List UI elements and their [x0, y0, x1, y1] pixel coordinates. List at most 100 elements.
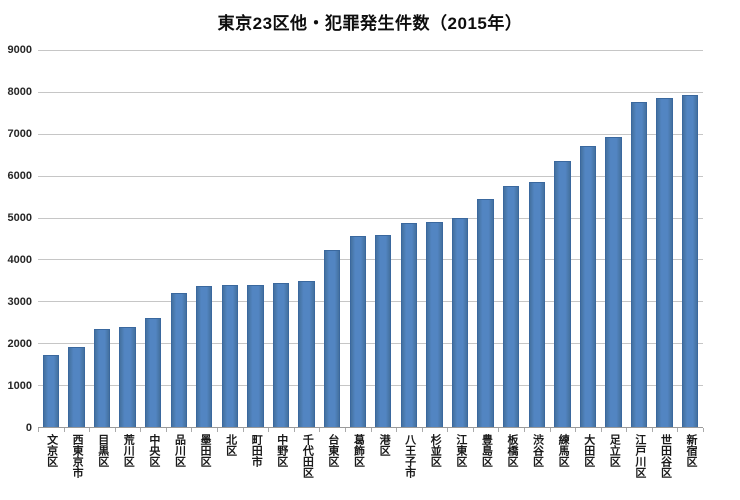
x-label-slot: 中野区	[268, 434, 294, 499]
bar-slot	[626, 50, 652, 427]
x-axis-label-西東京市: 西東京市	[71, 434, 84, 478]
x-axis-tick	[319, 428, 321, 432]
x-label-slot: 江戸川区	[626, 434, 652, 499]
x-label-slot: 練馬区	[550, 434, 576, 499]
x-axis-tick	[677, 428, 679, 432]
bar-渋谷区	[528, 181, 545, 427]
x-axis-tick	[523, 428, 525, 432]
gridline-9000	[38, 50, 703, 51]
x-axis-tick	[165, 428, 167, 432]
x-label-slot: 目黒区	[89, 434, 115, 499]
x-axis-tick	[549, 428, 551, 432]
bar-slot	[422, 50, 448, 427]
x-axis-tick	[191, 428, 193, 432]
x-axis-tick	[370, 428, 372, 432]
plot-area	[38, 50, 703, 428]
x-axis-tick	[472, 428, 474, 432]
x-axis-tick	[703, 428, 704, 432]
x-axis-tick	[600, 428, 602, 432]
y-tick-label-0: 0	[25, 422, 32, 434]
bar-豊島区	[477, 199, 494, 427]
bar-町田市	[247, 285, 264, 427]
bar-練馬区	[554, 160, 571, 427]
x-label-slot: 墨田区	[191, 434, 217, 499]
x-label-slot: 台東区	[319, 434, 345, 499]
bar-江東区	[451, 218, 469, 427]
x-axis-label-江戸川区: 江戸川区	[633, 434, 646, 478]
x-label-slot: 江東区	[447, 434, 473, 499]
gridline-2000	[38, 343, 703, 345]
bar-西東京市	[68, 347, 85, 427]
x-axis-label-杉並区: 杉並区	[429, 434, 442, 467]
x-axis-label-千代田区: 千代田区	[301, 434, 314, 478]
y-tick-label-4000: 4000	[7, 254, 32, 266]
x-axis-label-新宿区: 新宿区	[685, 434, 698, 467]
gridline-7000	[38, 133, 703, 135]
x-axis-tick	[421, 428, 423, 432]
bar-杉並区	[426, 222, 443, 427]
x-axis-label-目黒区: 目黒区	[96, 434, 109, 467]
y-tick-label-3000: 3000	[7, 296, 32, 308]
gridline-5000	[38, 217, 703, 219]
x-label-slot: 北区	[217, 434, 243, 499]
x-label-slot: 西東京市	[64, 434, 90, 499]
plot-wrap: 文京区 西東京市 目黒区 荒川区 中央区 品川区 墨田区 北区 町田市 中野区 千代田区 台東区 葛飾区…	[38, 50, 704, 499]
y-tick-label-5000: 5000	[7, 212, 32, 224]
x-axis-tick	[89, 428, 91, 432]
bar-slot	[498, 50, 524, 427]
bar-slot	[652, 50, 678, 427]
x-axis-tick	[447, 428, 449, 432]
x-axis-label-葛飾区: 葛飾区	[352, 434, 365, 467]
x-axis-label-文京区: 文京区	[45, 434, 58, 467]
bar-新宿区	[682, 94, 699, 427]
bar-slot	[294, 50, 320, 427]
gridline-4000	[38, 259, 703, 261]
bar-slot	[345, 50, 371, 427]
bar-series	[38, 50, 703, 427]
x-axis: 文京区 西東京市 目黒区 荒川区 中央区 品川区 墨田区 北区 町田市 中野区 千代田区 台東区 葛飾区…	[38, 428, 704, 499]
bar-slot	[217, 50, 243, 427]
bar-台東区	[323, 249, 341, 427]
y-tick-label-1000: 1000	[7, 380, 32, 392]
bar-slot	[601, 50, 627, 427]
bar-slot	[473, 50, 499, 427]
bar-slot	[396, 50, 422, 427]
x-axis-tick	[651, 428, 653, 432]
x-axis-tick	[63, 428, 65, 432]
bar-世田谷区	[656, 98, 673, 427]
bar-slot	[64, 50, 90, 427]
bar-slot	[575, 50, 601, 427]
x-label-slot: 品川区	[166, 434, 192, 499]
x-axis-tick	[217, 428, 219, 432]
x-axis-label-八王子市: 八王子市	[403, 434, 416, 478]
x-label-slot: 板橋区	[498, 434, 524, 499]
x-axis-label-大田区: 大田区	[582, 434, 595, 467]
y-tick-label-8000: 8000	[7, 86, 32, 98]
x-axis-tick	[626, 428, 628, 432]
x-axis-tick	[344, 428, 346, 432]
x-axis-tick	[293, 428, 295, 432]
x-axis-tick	[242, 428, 244, 432]
bar-足立区	[605, 136, 622, 427]
bar-荒川区	[119, 326, 136, 427]
gridline-1000	[38, 385, 703, 387]
bar-中野区	[272, 282, 290, 427]
bar-slot	[524, 50, 550, 427]
x-label-slot: 世田谷区	[652, 434, 678, 499]
x-axis-tick	[396, 428, 398, 432]
x-axis-label-町田市: 町田市	[250, 434, 263, 467]
gridline-6000	[38, 175, 703, 177]
bar-slot	[550, 50, 576, 427]
bar-千代田区	[298, 281, 315, 427]
x-axis-label-港区: 港区	[378, 434, 391, 456]
bar-slot	[447, 50, 473, 427]
x-label-slot: 中央区	[140, 434, 166, 499]
bar-江戸川区	[630, 101, 648, 427]
bar-slot	[319, 50, 345, 427]
bar-板橋区	[503, 186, 520, 427]
bar-目黒区	[93, 329, 111, 427]
bar-slot	[115, 50, 141, 427]
bar-北区	[221, 285, 239, 427]
x-axis-label-足立区: 足立区	[608, 434, 621, 467]
